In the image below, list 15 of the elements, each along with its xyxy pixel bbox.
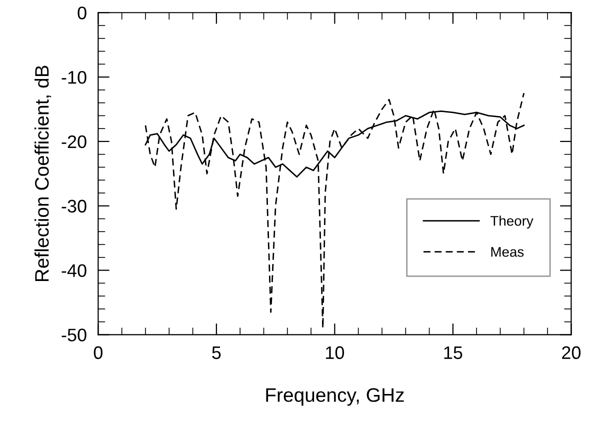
y-tick-label: -20 — [62, 135, 86, 148]
y-tick-label: -40 — [62, 264, 86, 277]
y-tick-label: -10 — [62, 70, 86, 84]
x-tick-label: 0 — [94, 346, 102, 360]
legend-label: Meas — [491, 247, 524, 257]
x-tick-label: 15 — [444, 346, 462, 360]
y-tick-label: 0 — [78, 6, 86, 20]
y-axis-title: Reflection Coefficient, dB — [34, 66, 52, 282]
x-axis-title: Frequency, GHz — [266, 388, 404, 406]
y-tick-label: -30 — [62, 200, 86, 213]
x-tick-label: 10 — [326, 346, 344, 360]
y-tick-label: -50 — [62, 328, 86, 342]
x-tick-label: 20 — [562, 346, 581, 360]
x-tick-label: 5 — [212, 346, 221, 360]
legend-label: Theory — [490, 216, 534, 229]
